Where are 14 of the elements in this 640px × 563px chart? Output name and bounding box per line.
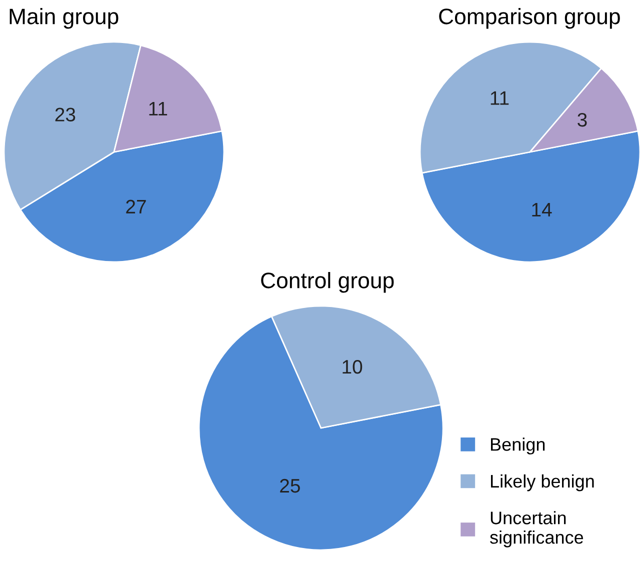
data-label: 23 [55,108,76,122]
chart-title: Control group [261,272,394,293]
legend-label: Likely benign [491,474,594,492]
data-label: 3 [578,112,587,127]
chart-title: Comparison group [439,8,620,29]
data-label: 10 [342,360,362,374]
legend-label: Benign [491,438,545,454]
data-label: 14 [532,203,552,216]
chart-title: Main group [10,8,118,29]
data-label: 11 [490,91,509,105]
data-label: 27 [126,200,146,214]
data-label: 25 [280,478,300,493]
data-label: 11 [149,102,168,116]
legend-label: Uncertain significance [490,511,584,548]
